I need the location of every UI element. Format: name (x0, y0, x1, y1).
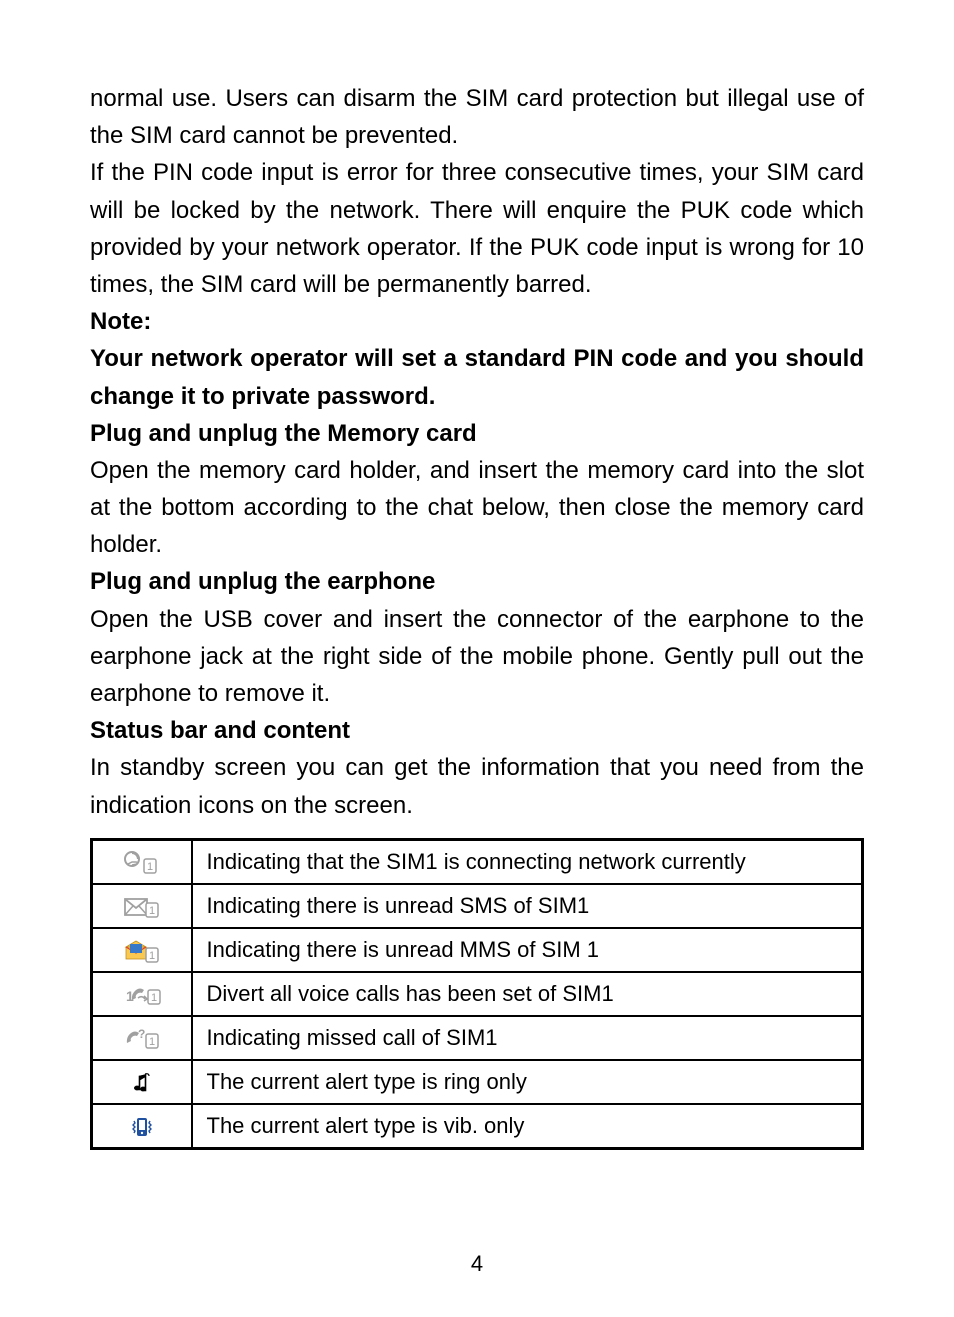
unread-sms-sim1-icon: 1 (124, 896, 160, 918)
paragraph-2: If the PIN code input is error for three… (90, 154, 864, 303)
table-row: The current alert type is ring only (92, 1060, 863, 1104)
table-row: 1 1 Divert all voice calls has been set … (92, 972, 863, 1016)
svg-text:1: 1 (151, 992, 157, 1004)
table-row: 1 Indicating there is unread MMS of SIM … (92, 928, 863, 972)
svg-text:?: ? (138, 1028, 145, 1041)
icon-description: Indicating that the SIM1 is connecting n… (192, 839, 863, 884)
icon-description: Indicating missed call of SIM1 (192, 1016, 863, 1060)
icon-description: The current alert type is ring only (192, 1060, 863, 1104)
svg-text:1: 1 (147, 861, 153, 873)
ring-only-icon (131, 1072, 153, 1094)
note-label: Note: (90, 303, 864, 340)
table-row: The current alert type is vib. only (92, 1104, 863, 1149)
icon-cell: 1 1 (92, 972, 192, 1016)
heading-earphone: Plug and unplug the earphone (90, 563, 864, 600)
icon-cell (92, 1060, 192, 1104)
svg-text:1: 1 (149, 905, 155, 917)
icon-description: The current alert type is vib. only (192, 1104, 863, 1149)
heading-memory-card: Plug and unplug the Memory card (90, 415, 864, 452)
note-body: Your network operator will set a standar… (90, 340, 864, 414)
icon-cell (92, 1104, 192, 1149)
svg-text:1: 1 (149, 1036, 155, 1048)
vib-only-icon (131, 1116, 153, 1138)
heading-status-bar: Status bar and content (90, 712, 864, 749)
icon-cell: ? 1 (92, 1016, 192, 1060)
paragraph-1: normal use. Users can disarm the SIM car… (90, 80, 864, 154)
icon-description: Indicating there is unread MMS of SIM 1 (192, 928, 863, 972)
divert-calls-sim1-icon: 1 1 (122, 984, 162, 1006)
paragraph-5: In standby screen you can get the inform… (90, 749, 864, 823)
paragraph-3: Open the memory card holder, and insert … (90, 452, 864, 564)
paragraph-4: Open the USB cover and insert the connec… (90, 601, 864, 713)
svg-text:1: 1 (149, 950, 155, 962)
table-row: 1 Indicating there is unread SMS of SIM1 (92, 884, 863, 928)
status-icon-table: 1 Indicating that the SIM1 is connecting… (90, 838, 864, 1150)
icon-description: Divert all voice calls has been set of S… (192, 972, 863, 1016)
icon-cell: 1 (92, 839, 192, 884)
icon-cell: 1 (92, 884, 192, 928)
icon-cell: 1 (92, 928, 192, 972)
page-number: 4 (0, 1251, 954, 1277)
icon-description: Indicating there is unread SMS of SIM1 (192, 884, 863, 928)
unread-mms-sim1-icon: 1 (124, 939, 160, 963)
missed-call-sim1-icon: ? 1 (124, 1028, 160, 1050)
network-sim1-icon: 1 (124, 851, 160, 875)
table-row: ? 1 Indicating missed call of SIM1 (92, 1016, 863, 1060)
table-row: 1 Indicating that the SIM1 is connecting… (92, 839, 863, 884)
